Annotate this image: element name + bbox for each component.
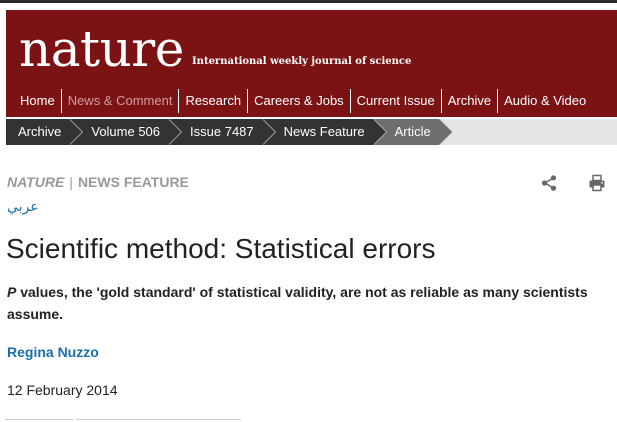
breadcrumb-issue[interactable]: Issue 7487 [168, 119, 276, 145]
journal-name[interactable]: NATURE [7, 174, 65, 190]
main-nav: Home News & Comment Research Careers & J… [14, 89, 592, 113]
breadcrumb-archive[interactable]: Archive [6, 119, 84, 145]
standfirst-lead: P [7, 284, 17, 300]
arabic-translation-link[interactable]: عربي [7, 199, 39, 215]
breadcrumb-volume[interactable]: Volume 506 [69, 119, 182, 145]
author-link[interactable]: Regina Nuzzo [7, 344, 99, 360]
print-icon[interactable] [586, 172, 608, 194]
article-title: Scientific method: Statistical errors [6, 233, 436, 264]
site-header: nature International weekly journal of s… [6, 10, 617, 117]
breadcrumb: Archive Volume 506 Issue 7487 News Featu… [6, 119, 617, 145]
section-name[interactable]: NEWS FEATURE [77, 174, 189, 190]
site-tagline: International weekly journal of science [192, 56, 412, 67]
article-kicker: NATURE | NEWS FEATURE [7, 174, 189, 190]
divider [76, 419, 241, 420]
breadcrumb-news-feature[interactable]: News Feature [261, 119, 387, 145]
article-standfirst: P values, the 'gold standard' of statist… [7, 281, 607, 325]
nav-current-issue[interactable]: Current Issue [349, 89, 441, 113]
nav-research[interactable]: Research [178, 89, 247, 113]
publish-date: 12 February 2014 [7, 382, 118, 398]
nav-audio-video[interactable]: Audio & Video [497, 89, 592, 113]
nav-archive[interactable]: Archive [440, 89, 497, 113]
divider [6, 419, 73, 420]
nav-news-comment[interactable]: News & Comment [60, 89, 179, 113]
top-border [0, 0, 617, 3]
nav-home[interactable]: Home [20, 93, 55, 108]
kicker-separator: | [69, 174, 73, 190]
nature-logo[interactable]: nature [19, 20, 184, 78]
nav-careers-jobs[interactable]: Careers & Jobs [247, 89, 350, 113]
standfirst-text: values, the 'gold standard' of statistic… [7, 284, 588, 322]
share-icon[interactable] [538, 172, 560, 194]
